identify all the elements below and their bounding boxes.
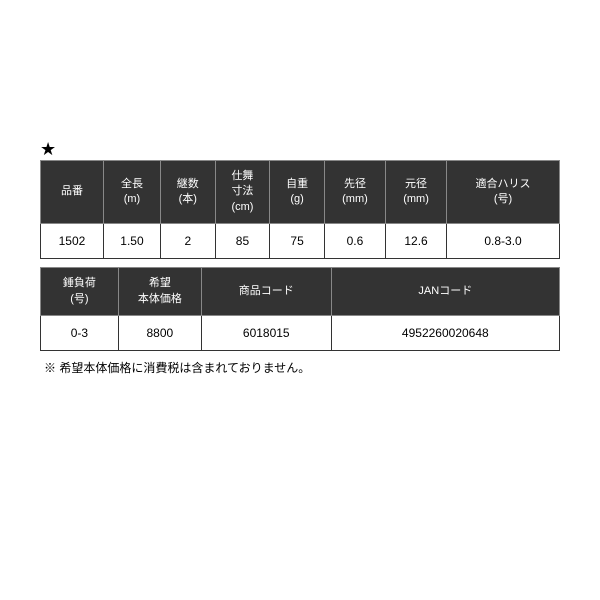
col-closed-length: 仕舞寸法(cm) [215,161,270,224]
cell-price: 8800 [118,315,201,350]
col-sections: 継数(本) [160,161,215,224]
cell-weight: 75 [270,224,325,259]
table-header-row: 錘負荷(号) 希望本体価格 商品コード JANコード [41,268,560,316]
col-base-dia: 元径(mm) [386,161,447,224]
col-product-no: 品番 [41,161,104,224]
col-product-code: 商品コード [201,268,331,316]
cell-jan-code: 4952260020648 [331,315,559,350]
cell-sinker: 0-3 [41,315,119,350]
col-price: 希望本体価格 [118,268,201,316]
col-line: 適合ハリス(号) [447,161,560,224]
spec-table-1: 品番 全長(m) 継数(本) 仕舞寸法(cm) 自重(g) 先径(mm) 元径(… [40,160,560,259]
cell-sections: 2 [160,224,215,259]
spec-table-2: 錘負荷(号) 希望本体価格 商品コード JANコード 0-3 8800 6018… [40,267,560,351]
table-row: 1502 1.50 2 85 75 0.6 12.6 0.8-3.0 [41,224,560,259]
cell-tip-dia: 0.6 [324,224,385,259]
col-weight: 自重(g) [270,161,325,224]
tax-note: ※ 希望本体価格に消費税は含まれておりません。 [44,359,560,376]
table-header-row: 品番 全長(m) 継数(本) 仕舞寸法(cm) 自重(g) 先径(mm) 元径(… [41,161,560,224]
cell-line: 0.8-3.0 [447,224,560,259]
col-sinker: 錘負荷(号) [41,268,119,316]
table-row: 0-3 8800 6018015 4952260020648 [41,315,560,350]
cell-closed-length: 85 [215,224,270,259]
cell-base-dia: 12.6 [386,224,447,259]
cell-product-code: 6018015 [201,315,331,350]
star-marker: ★ [40,140,560,158]
col-tip-dia: 先径(mm) [324,161,385,224]
cell-product-no: 1502 [41,224,104,259]
col-length: 全長(m) [103,161,160,224]
col-jan-code: JANコード [331,268,559,316]
cell-length: 1.50 [103,224,160,259]
